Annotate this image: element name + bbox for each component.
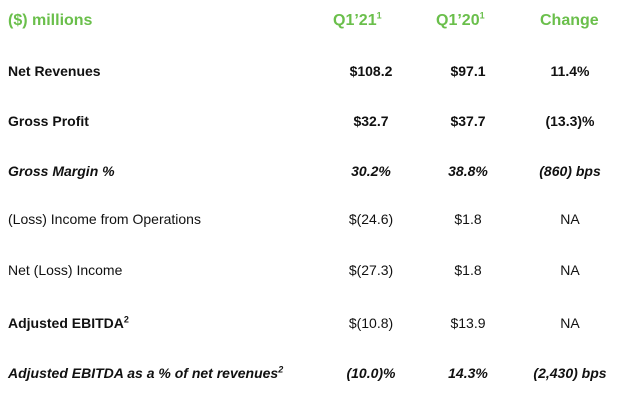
header-units-label: ($) millions (8, 12, 93, 29)
row-label: (Loss) Income from Operations (8, 211, 201, 227)
row-label: Adjusted EBITDA2 (8, 315, 129, 331)
row-label-text: Adjusted EBITDA (8, 315, 124, 331)
row-gross-profit: Gross Profit $32.7 $37.7 (13.3)% (0, 110, 640, 134)
row-label-footnote: 2 (123, 314, 129, 325)
row-adjusted-ebitda-margin: Adjusted EBITDA as a % of net revenues2 … (0, 362, 640, 386)
value-change: 11.4% (550, 63, 590, 79)
value-change: (13.3)% (545, 113, 595, 129)
value-q1-21: $(24.6) (348, 211, 394, 227)
row-label: Gross Profit (8, 113, 89, 129)
row-gross-margin: Gross Margin % 30.2% 38.8% (860) bps (0, 160, 640, 184)
value-change: NA (560, 315, 580, 331)
header-q1-21-footnote: 1 (376, 10, 382, 21)
row-label: Net (Loss) Income (8, 262, 123, 278)
row-net-income: Net (Loss) Income $(27.3) $1.8 NA (0, 259, 640, 283)
header-q1-20-text: Q1’20 (436, 12, 480, 29)
value-change: (860) bps (539, 163, 601, 179)
value-q1-20: $1.8 (454, 262, 482, 278)
value-q1-21: $32.7 (353, 113, 389, 129)
header-q1-20: Q1’201 (436, 10, 485, 30)
header-q1-21-text: Q1’21 (333, 12, 377, 29)
row-adjusted-ebitda: Adjusted EBITDA2 $(10.8) $13.9 NA (0, 312, 640, 336)
row-income-from-operations: (Loss) Income from Operations $(24.6) $1… (0, 208, 640, 232)
value-change: NA (560, 262, 580, 278)
header-q1-20-footnote: 1 (479, 10, 485, 21)
value-q1-21: $(10.8) (348, 315, 394, 331)
value-change: (2,430) bps (533, 365, 607, 381)
header-q1-21: Q1’211 (333, 10, 382, 30)
value-q1-20: 38.8% (448, 163, 488, 179)
value-change: NA (560, 211, 580, 227)
value-q1-21: (10.0)% (346, 365, 396, 381)
row-label-footnote: 2 (278, 364, 284, 375)
row-label-text: Adjusted EBITDA as a % of net revenues (8, 365, 279, 381)
value-q1-20: $37.7 (450, 113, 486, 129)
header-change: Change (540, 12, 599, 29)
row-label: Gross Margin % (8, 163, 115, 179)
value-q1-20: 14.3% (448, 365, 488, 381)
value-q1-21: $(27.3) (348, 262, 394, 278)
table-header-row: ($) millions Q1’211 Q1’201 Change (0, 10, 640, 38)
value-q1-21: 30.2% (351, 163, 391, 179)
value-q1-21: $108.2 (349, 63, 393, 79)
row-label: Net Revenues (8, 63, 101, 79)
value-q1-20: $1.8 (454, 211, 482, 227)
value-q1-20: $13.9 (450, 315, 486, 331)
value-q1-20: $97.1 (450, 63, 486, 79)
row-label: Adjusted EBITDA as a % of net revenues2 (8, 365, 283, 381)
row-net-revenues: Net Revenues $108.2 $97.1 11.4% (0, 60, 640, 84)
